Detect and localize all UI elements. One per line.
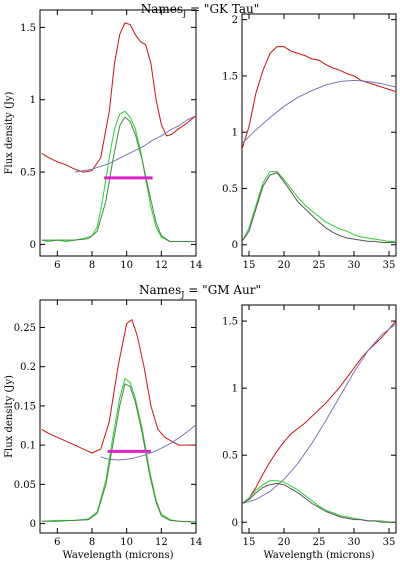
y-tick-label: 0.5 [222, 451, 238, 462]
y-tick-label: 0.05 [14, 480, 36, 491]
x-tick-label: 35 [383, 260, 396, 271]
y-tick-label: 0.2 [20, 362, 36, 373]
y-tick-label: 1 [232, 128, 238, 139]
y-tick-label: 1 [30, 95, 36, 106]
chart-panel-2: 15 20 25 30 35 0 0.5 1 1.5 2 [222, 13, 397, 271]
series-line-4 [41, 383, 196, 523]
x-axis-label: Wavelength (microns) [264, 550, 375, 561]
series-line-2 [242, 79, 396, 144]
series-line-2 [100, 424, 196, 461]
x-tick-label: 14 [190, 537, 203, 548]
y-tick-label: 1.5 [222, 317, 238, 328]
x-tick-label: 6 [54, 537, 60, 548]
series-line-3 [242, 171, 396, 242]
x-tick-label: 14 [190, 260, 203, 271]
y-tick-label: 1.5 [20, 23, 36, 34]
y-tick-label: 2 [232, 15, 238, 26]
series-line-3 [41, 378, 196, 523]
x-tick-label: 25 [313, 537, 326, 548]
plot-frame [241, 13, 397, 257]
series-line-4 [41, 116, 196, 242]
series-line-2 [74, 115, 196, 173]
plot-frame [39, 299, 197, 534]
y-tick-label: 0.25 [14, 323, 36, 334]
x-tick-label: 15 [243, 260, 256, 271]
series-line-1 [242, 320, 396, 504]
panel-title: NamesJ = "GK Tau" [141, 2, 260, 18]
y-tick-label: 1 [232, 384, 238, 395]
y-axis-label: Flux density (Jy) [4, 92, 15, 175]
y-tick-label: 1.5 [222, 71, 238, 82]
y-axis-label: Flux density (Jy) [4, 375, 15, 458]
x-tick-label: 25 [313, 260, 326, 271]
plot-frame [39, 9, 197, 257]
y-tick-label: 0.5 [222, 184, 238, 195]
series-line-4 [242, 482, 396, 523]
x-tick-label: 20 [278, 260, 291, 271]
x-tick-label: 35 [383, 537, 396, 548]
x-tick-label: 20 [278, 537, 291, 548]
plot-frame [241, 304, 397, 534]
series-line-1 [242, 46, 396, 150]
x-tick-label: 30 [348, 260, 361, 271]
x-tick-label: 8 [89, 537, 95, 548]
y-tick-label: 0 [232, 518, 238, 529]
y-tick-label: 0 [30, 519, 36, 530]
x-tick-label: 15 [243, 537, 256, 548]
series-line-2 [242, 323, 396, 504]
y-tick-label: 0.1 [20, 441, 36, 452]
y-tick-label: 0 [232, 240, 238, 251]
series-line-1 [41, 22, 196, 173]
y-tick-label: 0.5 [20, 168, 36, 179]
series-line-4 [242, 172, 396, 243]
y-tick-label: 0.15 [14, 401, 36, 412]
x-tick-label: 10 [120, 537, 133, 548]
x-axis-label: Wavelength (microns) [63, 550, 174, 561]
x-tick-label: 30 [348, 537, 361, 548]
chart-panel-4: 15 20 25 30 35 0 0.5 1 1.5 Wavelength (microns) [222, 304, 397, 561]
x-tick-label: 12 [155, 260, 168, 271]
series-line-1 [41, 319, 196, 454]
y-tick-label: 0 [30, 240, 36, 251]
x-tick-label: 6 [54, 260, 60, 271]
x-tick-label: 10 [120, 260, 133, 271]
panel-title: NamesJ = "GM Aur" [139, 283, 261, 299]
x-tick-label: 8 [89, 260, 95, 271]
x-tick-label: 12 [155, 537, 168, 548]
